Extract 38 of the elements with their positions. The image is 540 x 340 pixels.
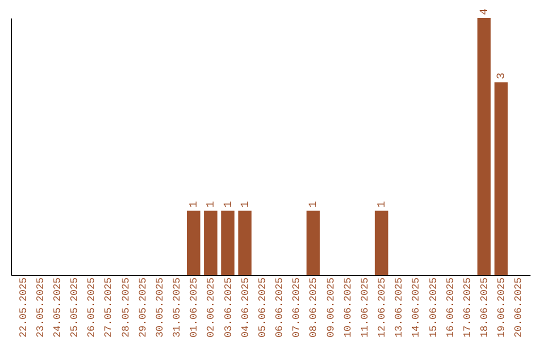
data-label: 4 bbox=[479, 8, 492, 15]
x-tick-label: 17.06.2025 bbox=[462, 278, 474, 338]
x-tick-label: 02.06.2025 bbox=[206, 278, 218, 338]
x-tick-label: 04.06.2025 bbox=[240, 278, 252, 338]
x-tick-label: 31.05.2025 bbox=[172, 278, 184, 338]
x-tick-label: 13.06.2025 bbox=[394, 278, 406, 338]
x-tick-label: 11.06.2025 bbox=[360, 278, 372, 338]
x-tick-label: 07.06.2025 bbox=[292, 278, 304, 338]
data-label: 1 bbox=[308, 200, 320, 208]
x-tick-label: 18.06.2025 bbox=[480, 278, 492, 338]
x-tick-label: 06.06.2025 bbox=[275, 278, 286, 338]
data-label: 1 bbox=[222, 200, 235, 208]
x-tick-label: 05.06.2025 bbox=[258, 278, 269, 338]
x-tick-label: 28.05.2025 bbox=[121, 278, 132, 338]
x-tick-label: 09.06.2025 bbox=[326, 278, 338, 338]
x-tick-label: 01.06.2025 bbox=[190, 278, 201, 338]
data-label: 1 bbox=[376, 200, 389, 208]
x-tick-label: 25.05.2025 bbox=[70, 278, 82, 338]
x-tick-label: 15.06.2025 bbox=[428, 278, 440, 338]
data-label: 1 bbox=[206, 200, 218, 208]
x-tick-label: 30.05.2025 bbox=[155, 278, 166, 338]
data-label: 1 bbox=[188, 200, 201, 208]
data-label: 1 bbox=[240, 200, 252, 208]
x-tick-label: 14.06.2025 bbox=[412, 278, 423, 338]
x-tick-label: 22.05.2025 bbox=[18, 278, 30, 338]
x-tick-label: 23.05.2025 bbox=[36, 278, 47, 338]
x-tick-label: 10.06.2025 bbox=[343, 278, 354, 338]
x-tick-label: 20.06.2025 bbox=[514, 278, 526, 338]
x-tick-label: 27.05.2025 bbox=[104, 278, 116, 338]
x-tick-label: 16.06.2025 bbox=[446, 278, 457, 338]
x-tick-label: 26.05.2025 bbox=[87, 278, 98, 338]
x-tick-label: 19.06.2025 bbox=[497, 278, 508, 338]
x-tick-label: 29.05.2025 bbox=[138, 278, 150, 338]
data-label: 3 bbox=[496, 72, 508, 80]
x-tick-label: 12.06.2025 bbox=[378, 278, 389, 338]
x-tick-label: 24.05.2025 bbox=[52, 278, 64, 338]
x-tick-label: 03.06.2025 bbox=[224, 278, 235, 338]
x-tick-label: 08.06.2025 bbox=[309, 278, 320, 338]
